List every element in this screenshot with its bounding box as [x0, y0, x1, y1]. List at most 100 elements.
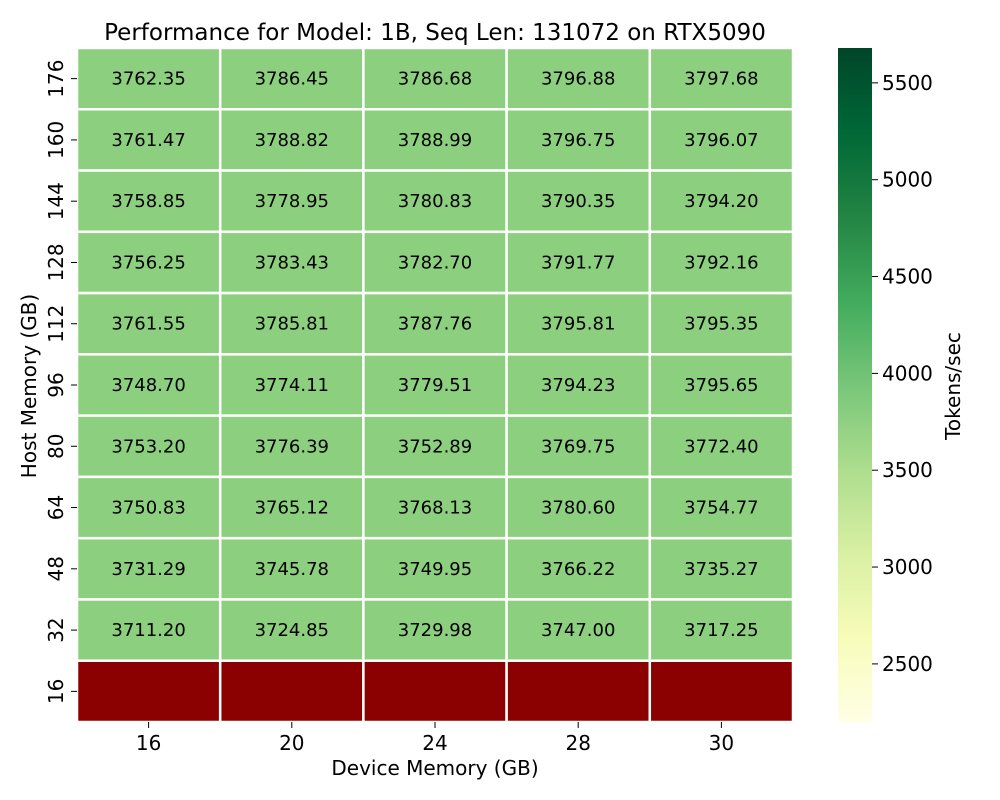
heatmap-cell — [648, 230, 795, 295]
colorbar-tick-label: 3500 — [882, 458, 933, 482]
heatmap-cell — [505, 598, 652, 662]
heatmap-cell — [362, 108, 508, 172]
cell-value-label: 3792.16 — [684, 252, 758, 273]
heatmap-cell — [218, 46, 365, 111]
y-axis-label: Host Memory (GB) — [17, 294, 41, 478]
heatmap-cell — [218, 291, 365, 356]
cell-value-label: 3796.75 — [541, 130, 615, 151]
cell-value-label: 3735.27 — [684, 559, 758, 580]
heatmap-cell — [362, 291, 508, 356]
colorbar-tick-label: 2500 — [882, 652, 933, 676]
cell-value-label: 3794.23 — [541, 375, 615, 396]
heatmap-cell — [218, 598, 365, 662]
cell-value-label: 3761.47 — [111, 130, 185, 151]
cell-value-label: 3776.39 — [255, 436, 329, 457]
y-tick-label: 176 — [44, 60, 68, 98]
heatmap-cell — [648, 598, 795, 662]
heatmap-cell — [75, 659, 222, 724]
cell-value-label: 3795.35 — [684, 314, 758, 335]
cell-value-label: 3778.95 — [255, 191, 329, 212]
cell-value-label: 3754.77 — [684, 498, 758, 519]
cell-value-label: 3782.70 — [398, 252, 472, 273]
heatmap-cell — [218, 169, 365, 234]
y-tick-label: 64 — [44, 495, 68, 520]
x-tick-label: 16 — [136, 731, 161, 755]
cell-value-label: 3729.98 — [398, 620, 472, 641]
cell-value-label: 3766.22 — [541, 559, 615, 580]
heatmap-cell — [648, 536, 795, 601]
heatmap-cell — [75, 475, 222, 540]
heatmap-cell — [218, 353, 365, 417]
heatmap-cell — [505, 230, 652, 295]
cell-value-label: 3797.68 — [684, 69, 758, 90]
heatmap-cell — [505, 353, 652, 417]
cell-value-label: 3768.13 — [398, 498, 472, 519]
cell-value-label: 3786.68 — [398, 69, 472, 90]
x-tick-label: 30 — [709, 731, 734, 755]
heatmap-cell — [75, 598, 222, 662]
cell-value-label: 3783.43 — [255, 252, 329, 273]
colorbar-tick-label: 3000 — [882, 555, 933, 579]
heatmap-cell — [362, 598, 508, 662]
heatmap-cells: 3762.35 3786.45 3786.68 3796.88 3797.68 3761.… — [75, 46, 795, 724]
y-tick-label: 128 — [44, 243, 68, 281]
cell-value-label: 3796.07 — [684, 130, 758, 151]
cell-value-label: 3758.85 — [111, 191, 185, 212]
colorbar: 2500 3000 3500 4000 4500 5000 5500 Tokens/sec — [838, 48, 965, 722]
x-axis-label: Device Memory (GB) — [331, 756, 538, 780]
chart-title: Performance for Model: 1B, Seq Len: 1310… — [104, 20, 766, 46]
cell-value-label: 3731.29 — [111, 559, 185, 580]
cell-value-label: 3791.77 — [541, 252, 615, 273]
y-tick-label: 112 — [44, 305, 68, 343]
y-axis-ticks: 176 160 144 128 112 96 80 64 48 32 16 — [44, 60, 77, 704]
cell-value-label: 3753.20 — [111, 436, 185, 457]
cell-value-label: 3786.45 — [255, 69, 329, 90]
cell-value-label: 3774.11 — [255, 375, 329, 396]
cell-value-label: 3748.70 — [111, 375, 185, 396]
heatmap-cell — [218, 536, 365, 601]
cell-value-label: 3724.85 — [255, 620, 329, 641]
cell-value-label: 3750.83 — [111, 498, 185, 519]
x-axis-ticks: 16 20 24 28 30 — [136, 722, 734, 755]
cell-value-label: 3747.00 — [541, 620, 615, 641]
cell-value-label: 3788.82 — [255, 130, 329, 151]
cell-value-label: 3745.78 — [255, 559, 329, 580]
cell-value-label: 3780.60 — [541, 498, 615, 519]
heatmap-cell — [505, 169, 652, 234]
heatmap-cell — [362, 230, 508, 295]
colorbar-tick-label: 5000 — [882, 168, 933, 192]
heatmap-cell — [648, 108, 795, 172]
cell-value-label: 3795.65 — [684, 375, 758, 396]
colorbar-ticks: 2500 3000 3500 4000 4500 5000 5500 — [872, 71, 933, 676]
cell-value-label: 3788.99 — [398, 130, 472, 151]
cell-value-label: 3780.83 — [398, 191, 472, 212]
x-tick-label: 24 — [422, 731, 447, 755]
cell-value-label: 3772.40 — [684, 436, 758, 457]
y-tick-label: 96 — [44, 372, 68, 397]
cell-value-label: 3761.55 — [111, 314, 185, 335]
y-tick-label: 144 — [44, 182, 68, 220]
x-tick-label: 28 — [565, 731, 590, 755]
y-tick-label: 16 — [44, 679, 68, 704]
heatmap-cell — [505, 659, 652, 724]
cell-value-label: 3795.81 — [541, 314, 615, 335]
heatmap-cell — [648, 659, 795, 724]
cell-value-label: 3762.35 — [111, 69, 185, 90]
cell-value-label: 3796.88 — [541, 69, 615, 90]
heatmap-cell — [218, 475, 365, 540]
cell-value-label: 3765.12 — [255, 498, 329, 519]
heatmap-cell — [362, 659, 508, 724]
y-tick-label: 48 — [44, 556, 68, 581]
colorbar-gradient — [838, 48, 872, 722]
cell-value-label: 3794.20 — [684, 191, 758, 212]
cell-value-label: 3749.95 — [398, 559, 472, 580]
cell-value-label: 3785.81 — [255, 314, 329, 335]
cell-value-label: 3769.75 — [541, 436, 615, 457]
heatmap-cell — [218, 659, 365, 724]
cell-value-label: 3779.51 — [398, 375, 472, 396]
heatmap-cell — [75, 414, 222, 479]
colorbar-tick-label: 4000 — [882, 361, 933, 385]
cell-value-label: 3717.25 — [684, 620, 758, 641]
colorbar-tick-label: 5500 — [882, 71, 933, 95]
